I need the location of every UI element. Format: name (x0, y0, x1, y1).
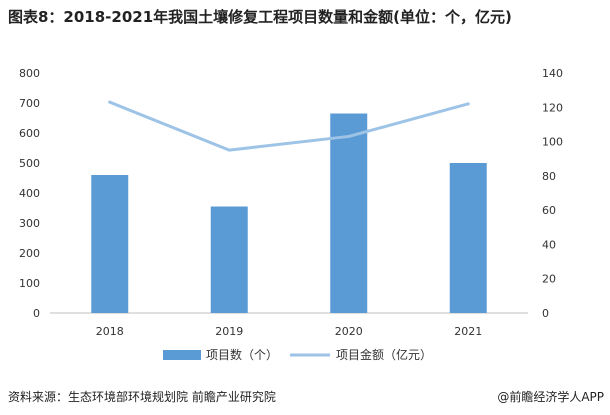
left-axis: 0 100 200 300 400 500 600 700 800 (19, 67, 40, 320)
y-left-tick-label: 700 (19, 97, 40, 110)
y-right-tick-label: 140 (542, 67, 563, 80)
x-tick-label: 2021 (454, 325, 482, 338)
y-left-tick-label: 200 (19, 247, 40, 260)
line-series (108, 100, 470, 152)
y-left-tick-label: 600 (19, 127, 40, 140)
y-right-tick-label: 100 (542, 136, 563, 149)
line-point-2021 (466, 102, 470, 106)
legend-swatch-bar (163, 350, 201, 360)
x-tick-label: 2018 (96, 325, 124, 338)
y-left-tick-label: 300 (19, 217, 40, 230)
credit-note: @前瞻经济学人APP (497, 390, 604, 404)
source-note: 资料来源：生态环境部环境规划院 前瞻产业研究院 (8, 390, 276, 404)
line-point-2020 (347, 134, 351, 138)
y-left-tick-label: 0 (33, 307, 40, 320)
y-right-tick-label: 20 (542, 273, 556, 286)
line-point-2019 (227, 148, 231, 152)
line-point-2018 (108, 100, 112, 104)
x-tick-label: 2019 (215, 325, 243, 338)
y-left-tick-label: 400 (19, 187, 40, 200)
x-tick-label: 2020 (335, 325, 363, 338)
line-amount (108, 100, 470, 152)
chart-title: 图表8：2018-2021年我国土壤修复工程项目数量和金额(单位：个，亿元) (8, 8, 512, 26)
y-left-tick-label: 500 (19, 157, 40, 170)
legend: 项目数（个） 项目金额（亿元） (163, 347, 432, 362)
y-right-tick-label: 0 (542, 307, 549, 320)
legend-label-bar: 项目数（个） (206, 347, 278, 362)
bar-series (91, 113, 487, 313)
bar-2021 (449, 163, 487, 313)
bar-2020 (330, 113, 368, 313)
y-left-tick-label: 800 (19, 67, 40, 80)
x-axis: 2018 2019 2020 2021 (96, 325, 483, 338)
right-axis: 0 20 40 60 80 100 120 140 (542, 67, 563, 320)
y-left-tick-label: 100 (19, 277, 40, 290)
legend-label-line: 项目金额（亿元） (336, 347, 432, 362)
y-right-tick-label: 60 (542, 204, 556, 217)
bar-2019 (210, 206, 248, 313)
bar-2018 (91, 175, 129, 313)
y-right-tick-label: 40 (542, 238, 556, 251)
y-right-tick-label: 120 (542, 101, 563, 114)
y-right-tick-label: 80 (542, 170, 556, 183)
